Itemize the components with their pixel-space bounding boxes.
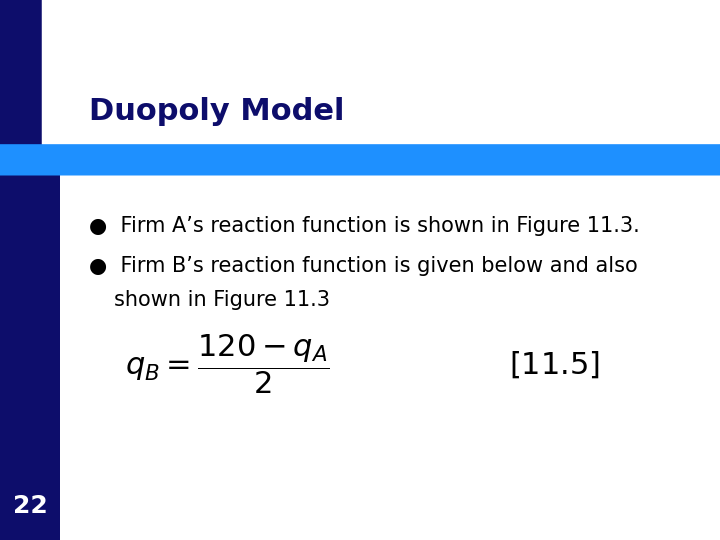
Text: ●  Firm B’s reaction function is given below and also: ● Firm B’s reaction function is given be… <box>89 256 637 276</box>
Text: $q_B = \dfrac{120 - q_A}{2}$: $q_B = \dfrac{120 - q_A}{2}$ <box>125 333 329 396</box>
Text: Duopoly Model: Duopoly Model <box>89 97 344 126</box>
Text: shown in Figure 11.3: shown in Figure 11.3 <box>114 290 330 310</box>
Text: ●  Firm A’s reaction function is shown in Figure 11.3.: ● Firm A’s reaction function is shown in… <box>89 216 639 236</box>
Text: 22: 22 <box>12 495 48 518</box>
Text: $[11.5]$: $[11.5]$ <box>509 349 600 380</box>
